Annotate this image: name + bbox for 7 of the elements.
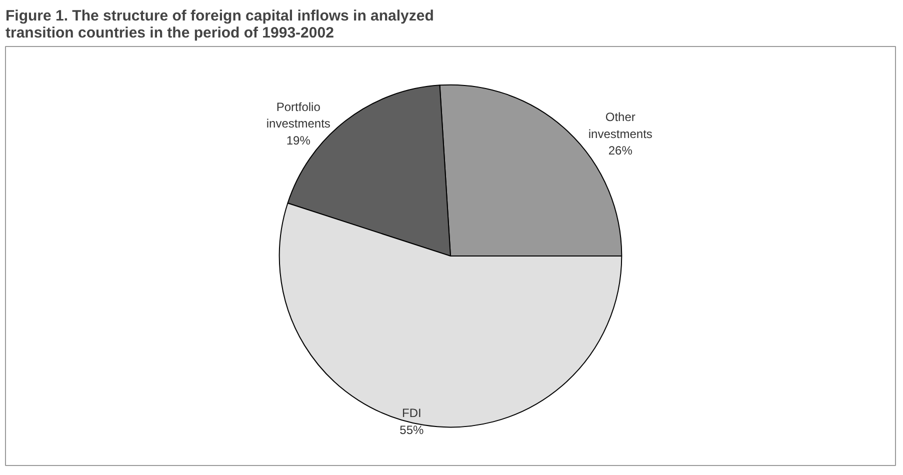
slice-label: FDI bbox=[402, 406, 422, 420]
data-label: 19% bbox=[286, 133, 311, 148]
chart-title: Figure 1. The structure of foreign capital inflows in analyzed transition countries in the period of 1993-2002 bbox=[6, 8, 434, 42]
slice-label: Portfolio investments bbox=[266, 100, 330, 131]
data-label: 55% bbox=[400, 422, 424, 437]
slice-label: Other investments bbox=[588, 110, 652, 141]
data-label: 26% bbox=[608, 144, 633, 158]
